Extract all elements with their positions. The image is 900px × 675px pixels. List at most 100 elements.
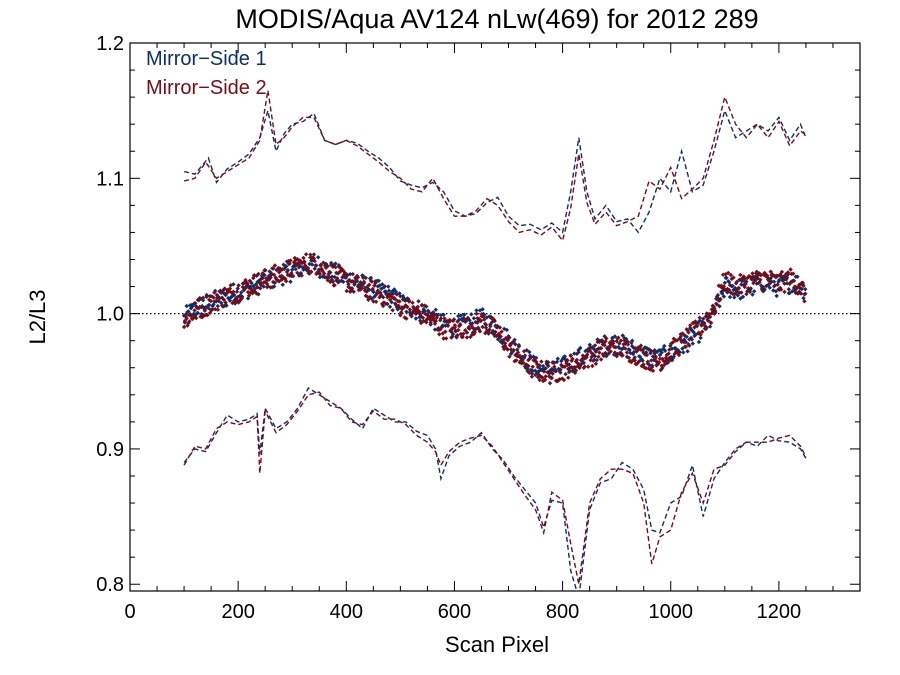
mirror-side-2-point xyxy=(712,306,717,311)
mirror-side-2-point xyxy=(452,323,458,328)
mirror-side-1-point xyxy=(524,348,529,353)
mirror-side-2-point xyxy=(228,283,233,288)
mirror-side-2-point xyxy=(457,322,463,328)
mirror-side-1-point xyxy=(480,307,485,312)
mirror-side-2-point xyxy=(585,352,590,357)
mirror-side-2-point xyxy=(733,291,738,296)
mirror-side-1-point xyxy=(458,313,464,318)
mirror-side-2-point xyxy=(590,363,595,369)
mirror-side-2-point xyxy=(210,307,215,312)
mirror-side-2-point xyxy=(473,319,478,325)
mirror-side-2-point xyxy=(296,265,302,270)
mirror-side-2-point xyxy=(299,273,304,278)
mirror-side-2-point xyxy=(495,325,500,330)
mirror-side-2-point xyxy=(683,344,689,349)
mirror-side-2-point xyxy=(332,283,337,288)
mirror-side-2-point xyxy=(616,335,621,340)
mirror-side-2-point xyxy=(533,372,538,378)
mirror-side-2-point xyxy=(258,286,263,291)
mirror-side-1-point xyxy=(523,365,528,371)
mirror-side-2-point xyxy=(595,339,600,345)
mirror-side-2-point xyxy=(366,297,371,302)
mirror-side-1-point xyxy=(380,282,385,287)
mirror-side-1-point xyxy=(697,318,702,323)
mirror-side-2-point xyxy=(540,375,545,380)
mirror-side-2-point xyxy=(184,316,189,321)
mirror-side-1-point xyxy=(224,303,229,308)
mirror-side-1-point xyxy=(797,282,802,287)
mirror-side-2-point xyxy=(582,364,587,369)
mirror-side-2-point xyxy=(370,286,375,292)
mirror-side-2-point xyxy=(192,308,197,313)
mirror-side-2-point xyxy=(480,324,485,330)
mirror-side-2-point xyxy=(312,258,317,264)
mirror-side-2-point xyxy=(478,318,483,324)
mirror-side-1-point xyxy=(614,339,619,344)
mirror-side-1-point xyxy=(701,316,706,321)
mirror-side-2-point xyxy=(515,350,521,355)
mirror-side-2-point xyxy=(597,350,602,355)
mirror-side-2-point xyxy=(437,332,442,337)
mirror-side-2-point xyxy=(596,354,601,359)
mirror-side-2-point xyxy=(570,356,575,362)
mirror-side-2-point xyxy=(317,271,323,277)
mirror-side-2-point xyxy=(689,337,695,342)
mirror-side-2-point xyxy=(349,286,355,291)
mirror-side-1-point xyxy=(750,292,755,297)
mirror-side-2-point xyxy=(665,358,670,363)
mirror-side-2-point xyxy=(715,292,721,298)
mirror-side-1-point xyxy=(587,342,592,347)
legend-entry-mirror-side-1: Mirror−Side 1 xyxy=(146,48,267,70)
mirror-side-1-point xyxy=(638,343,644,348)
mirror-side-1-point xyxy=(572,351,577,356)
mirror-side-2-point xyxy=(472,330,477,335)
mirror-side-1-point xyxy=(624,336,629,342)
mirror-side-2-point xyxy=(740,278,746,283)
mirror-side-2-point xyxy=(585,364,591,369)
mirror-side-2-point xyxy=(693,319,698,324)
mirror-side-2-point xyxy=(548,370,554,375)
mirror-side-2-point xyxy=(637,359,642,364)
plot-area xyxy=(130,90,860,591)
mirror-side-1-point xyxy=(230,293,235,299)
mirror-side-1-point xyxy=(748,286,753,291)
mirror-side-1-point xyxy=(700,319,705,324)
mirror-side-2-point xyxy=(545,370,550,375)
mirror-side-2-point xyxy=(718,296,723,302)
mirror-side-2-point xyxy=(271,279,276,285)
mirror-side-2-point xyxy=(193,301,198,306)
mirror-side-2-point xyxy=(418,312,423,317)
mirror-side-1-point xyxy=(771,288,776,293)
mirror-side-1-point xyxy=(589,354,594,360)
mirror-side-2-point xyxy=(717,298,722,303)
mirror-side-2-point xyxy=(676,352,682,358)
mirror-side-1-point xyxy=(621,342,626,347)
mirror-side-2-point xyxy=(544,361,549,367)
mirror-side-2-point xyxy=(624,350,630,355)
mirror-side-2-point xyxy=(535,364,541,370)
mirror-side-2-point xyxy=(745,275,750,281)
mirror-side-1-point xyxy=(714,296,719,301)
mirror-side-2-point xyxy=(275,267,280,272)
mirror-side-2-point xyxy=(254,291,259,296)
plot-frame xyxy=(129,42,861,592)
mirror-side-1-point xyxy=(744,279,749,284)
mirror-side-2-point xyxy=(758,277,763,282)
mirror-side-2-point xyxy=(559,362,564,368)
mirror-side-2-point xyxy=(399,310,404,315)
x-axis-label: Scan Pixel xyxy=(445,632,549,657)
mirror-side-1-point xyxy=(540,363,546,369)
mirror-side-2-point xyxy=(626,355,631,360)
mirror-side-2-point xyxy=(244,285,249,290)
mirror-side-2-point xyxy=(350,271,355,277)
y-tick-label: 1.2 xyxy=(96,33,124,55)
mirror-side-2-point xyxy=(482,317,487,322)
mirror-side-2-point xyxy=(600,352,605,357)
mirror-side-2-point xyxy=(546,363,551,369)
mirror-side-2-point xyxy=(245,280,250,286)
mirror-side-1-point xyxy=(474,308,479,313)
mirror-side-2-point xyxy=(423,311,428,317)
x-tick-label: 0 xyxy=(124,601,135,623)
mirror-side-2-point xyxy=(802,299,807,304)
mirror-side-2-point xyxy=(397,299,402,304)
